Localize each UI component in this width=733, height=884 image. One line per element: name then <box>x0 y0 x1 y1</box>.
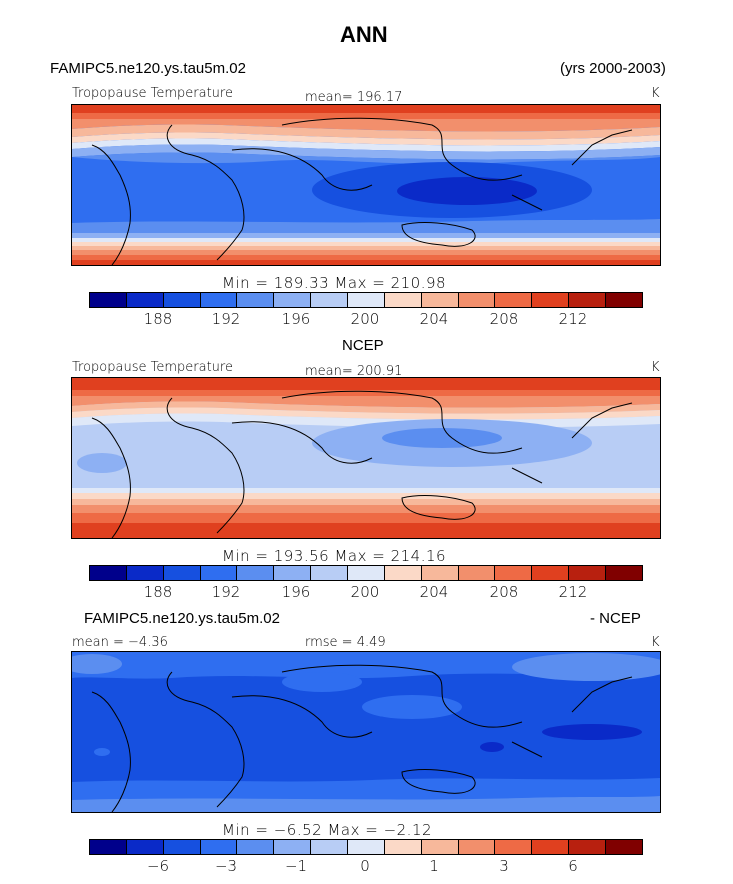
panel1-tick: 196 <box>281 310 311 328</box>
years-range: (yrs 2000-2003) <box>560 60 666 77</box>
panel2-mean: mean= 200.91 <box>305 364 403 379</box>
panel1-tick: 188 <box>143 310 173 328</box>
panel2-tick: 188 <box>143 583 173 601</box>
panel3-tick: −3 <box>214 857 238 875</box>
panel3-tick: −6 <box>146 857 170 875</box>
panel2-tick: 196 <box>281 583 311 601</box>
panel1-tick: 204 <box>419 310 449 328</box>
panel3-tick: 3 <box>499 857 509 875</box>
panel3-heading-right: - NCEP <box>590 610 641 627</box>
panel2-heading: NCEP <box>342 337 384 354</box>
panel2-tick: 204 <box>419 583 449 601</box>
panel1-tick: 192 <box>211 310 241 328</box>
panel3-tick: 1 <box>429 857 439 875</box>
panel1-mean: mean= 196.17 <box>305 90 403 105</box>
panel2-tick: 212 <box>558 583 588 601</box>
panel3-heading-left: FAMIPC5.ne120.ys.tau5m.02 <box>84 610 280 627</box>
panel3-tick: 0 <box>360 857 370 875</box>
panel2-unit: K <box>651 360 660 375</box>
page-title: ANN <box>340 22 388 47</box>
panel3-colorbar <box>89 839 643 855</box>
panel1-field-label: Tropopause Temperature <box>72 86 233 101</box>
panel2-tick: 192 <box>211 583 241 601</box>
panel1-colorbar <box>89 292 643 308</box>
panel3-map <box>71 651 661 813</box>
panel3-mean: mean = −4.36 <box>72 635 168 650</box>
panel1-unit: K <box>651 86 660 101</box>
panel2-colorbar <box>89 565 643 581</box>
panel1-minmax: Min = 189.33 Max = 210.98 <box>222 274 447 292</box>
panel3-rmse: rmse = 4.49 <box>305 635 386 650</box>
panel2-field-label: Tropopause Temperature <box>72 360 233 375</box>
panel1-tick: 208 <box>489 310 519 328</box>
panel3-tick: 6 <box>568 857 578 875</box>
panel2-tick: 200 <box>350 583 380 601</box>
panel3-minmax: Min = −6.52 Max = −2.12 <box>222 821 433 839</box>
panel1-tick: 212 <box>558 310 588 328</box>
panel2-tick: 208 <box>489 583 519 601</box>
panel2-minmax: Min = 193.56 Max = 214.16 <box>222 547 447 565</box>
case-name: FAMIPC5.ne120.ys.tau5m.02 <box>50 60 246 77</box>
panel1-tick: 200 <box>350 310 380 328</box>
panel2-map <box>71 377 661 539</box>
panel1-map <box>71 104 661 266</box>
panel3-unit: K <box>651 635 660 650</box>
panel3-tick: −1 <box>284 857 308 875</box>
